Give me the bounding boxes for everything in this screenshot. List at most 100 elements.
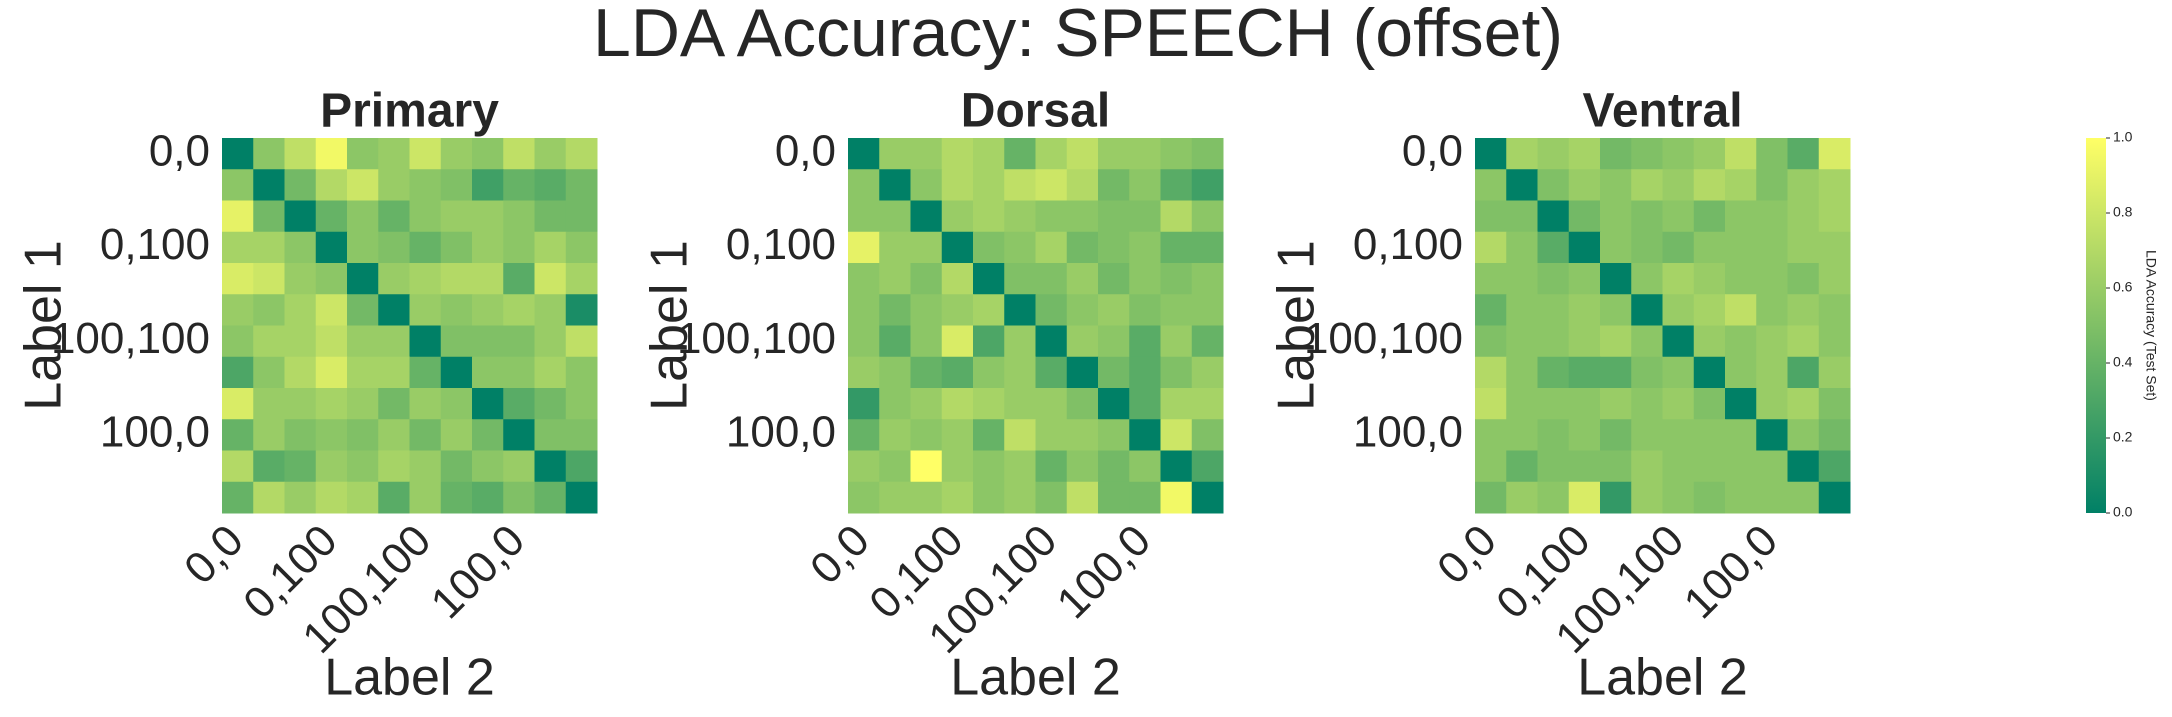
colorbar-tick-label: 1.0 [2113,129,2133,145]
heatmap-cell [1475,294,1507,326]
heatmap-cell [347,231,379,264]
heatmap-cell [1160,388,1193,420]
heatmap-cell [1537,325,1570,358]
heatmap-cell [1004,325,1036,358]
heatmap-cell [1600,388,1632,420]
heatmap-cell [1004,263,1036,295]
heatmap-cell [1568,419,1601,451]
colorbar-tick-label: 0.4 [2113,354,2133,370]
y-axis-label: Label 1 [1268,240,1326,411]
heatmap-cell [973,200,1005,233]
y-tick-label: 100,0 [100,408,210,457]
heatmap-cell [1725,325,1757,358]
heatmap-cell [1662,169,1695,201]
heatmap-cell [1756,356,1788,389]
heatmap-cell [1191,388,1224,420]
heatmap-cell [910,419,943,451]
heatmap-cell [941,169,974,201]
heatmap-cell [472,481,504,514]
heatmap-cell [1004,294,1036,326]
colorbar-tick-label: 0.2 [2113,429,2133,445]
heatmap-cell [315,325,348,358]
heatmap-cell [848,356,880,389]
heatmap-cell [347,388,379,420]
heatmap-cell [879,419,911,451]
heatmap-cell [1475,450,1507,483]
heatmap-cell [1506,263,1538,295]
heatmap-cell [1004,138,1036,170]
heatmap-cell [565,200,598,233]
heatmap-cell [879,325,911,358]
heatmap-cell [284,200,317,233]
heatmap-cell [1631,169,1663,201]
heatmap-cell [879,356,911,389]
heatmap-cell [440,325,473,358]
subplot-title: Dorsal [961,85,1110,138]
heatmap-cell [253,169,285,201]
heatmap-cell [565,356,598,389]
y-tick-label: 0,100 [1353,220,1463,269]
heatmap-cell [1662,450,1695,483]
heatmap-cell [973,419,1005,451]
heatmap-cell [503,200,535,233]
heatmap-cell [1506,231,1538,264]
heatmap-cell [1818,325,1851,358]
heatmap-cell [1662,263,1695,295]
heatmap-cell [1066,450,1099,483]
x-tick-label: 0,0 [1428,516,1506,594]
heatmap-cell [1506,388,1538,420]
heatmap-cell [1475,200,1507,233]
heatmap-cell [315,231,348,264]
heatmap-cell [1631,294,1663,326]
x-tick-label: 100,0 [1675,516,1788,629]
heatmap-cell [284,481,317,514]
heatmap-cell [941,138,974,170]
heatmap-cell [409,294,442,326]
heatmap-cell [1475,481,1507,514]
heatmap-cell [1537,169,1570,201]
heatmap-cell [1004,200,1036,233]
heatmap-cell [253,450,285,483]
heatmap-cell [503,263,535,295]
heatmap-cell [378,138,410,170]
heatmap-cell [1098,325,1130,358]
heatmap-cell [1506,450,1538,483]
heatmap-cell [879,231,911,264]
heatmap-cell [1818,169,1851,201]
heatmap-cell [222,419,254,451]
heatmap-cell [440,231,473,264]
heatmap-cell [565,419,598,451]
heatmap-cell [1129,388,1161,420]
heatmap-cell [409,356,442,389]
heatmap-cell [409,450,442,483]
heatmap-cell [534,263,567,295]
heatmap-cell [1631,231,1663,264]
heatmap-cell [440,356,473,389]
heatmap-cell [1818,263,1851,295]
heatmap-cell [222,138,254,170]
colorbar-tick-label: 0.0 [2113,504,2133,520]
heatmap-cell [1004,356,1036,389]
heatmap-cell [1506,325,1538,358]
heatmap-cell [1662,294,1695,326]
heatmap-cell [1191,138,1224,170]
heatmap-cell [1787,231,1820,264]
heatmap-cell [472,325,504,358]
heatmap-cell [315,356,348,389]
heatmap-cell [1662,231,1695,264]
heatmap-cell [440,263,473,295]
heatmap-cell [409,263,442,295]
heatmap-cell [973,263,1005,295]
heatmap-cell [1129,169,1161,201]
heatmap-cell [1129,200,1161,233]
heatmap-cell [315,419,348,451]
heatmap-cell [253,200,285,233]
heatmap-cell [1818,356,1851,389]
heatmap-cell [1506,138,1538,170]
heatmap-cell [534,294,567,326]
heatmap-cell [253,356,285,389]
heatmap-cell [1475,231,1507,264]
heatmap-cell [1537,231,1570,264]
heatmap-cell [1129,263,1161,295]
heatmap-cell [1568,200,1601,233]
